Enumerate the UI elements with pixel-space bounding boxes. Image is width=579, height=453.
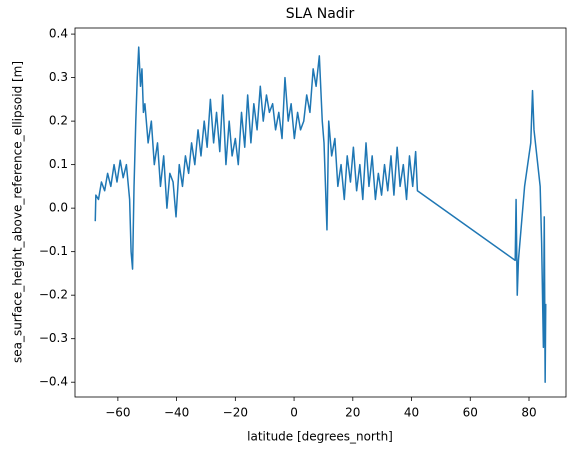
x-tick-label: 80	[521, 406, 536, 420]
chart-title: SLA Nadir	[286, 6, 355, 22]
y-tick-label: 0.0	[49, 201, 68, 215]
plot-frame	[74, 27, 567, 398]
y-tick-label: −0.1	[39, 244, 68, 258]
x-tick-label: −20	[223, 406, 248, 420]
y-tick-label: −0.4	[39, 375, 68, 389]
y-tick-label: −0.3	[39, 331, 68, 345]
x-axis-label: latitude [degrees_north]	[247, 430, 393, 444]
x-tick-label: −40	[164, 406, 189, 420]
x-tick-label: −60	[105, 406, 130, 420]
y-tick-label: 0.2	[49, 114, 68, 128]
y-tick-label: 0.3	[49, 70, 68, 84]
x-tick-label: 40	[404, 406, 419, 420]
x-tick-label: 20	[345, 406, 360, 420]
y-axis-label: sea_surface_height_above_reference_ellip…	[11, 61, 25, 363]
data-line	[94, 46, 547, 383]
y-tick-label: 0.1	[49, 157, 68, 171]
y-tick-label: −0.2	[39, 288, 68, 302]
x-tick-label: 0	[290, 406, 298, 420]
x-tick-label: 60	[463, 406, 478, 420]
y-tick-label: 0.4	[49, 27, 68, 41]
